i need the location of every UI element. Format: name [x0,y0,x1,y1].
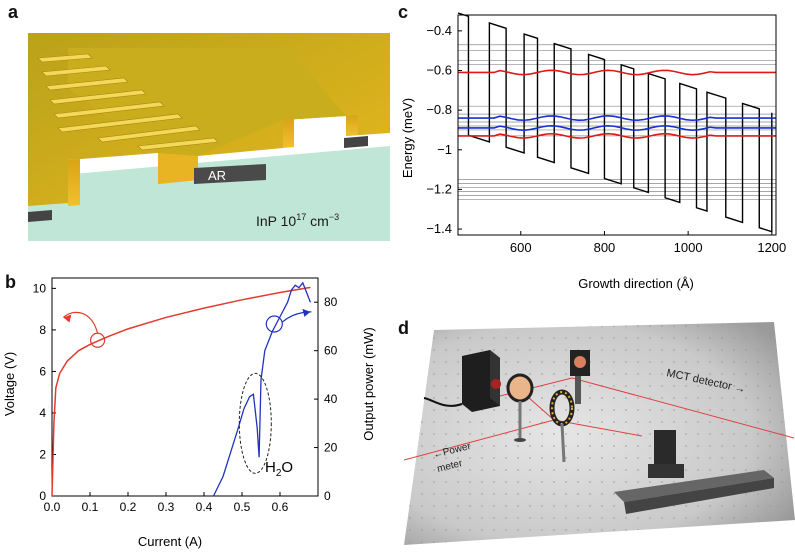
c-xtick-label: 1200 [757,240,786,255]
c-ytick-label: −1.2 [426,181,452,196]
b-plot-frame [51,277,319,497]
b-ytick-label: 8 [39,323,46,337]
b-voltage-arrow [62,311,99,334]
c-ytick-label: −1.4 [426,221,452,236]
h2o-annotation: H2O [265,459,293,479]
c-xtick-label: 800 [594,240,616,255]
c-conduction-band [457,12,773,233]
c-level-red-level-2 [458,132,776,139]
panel-d-optical-setup: MCT detector → ←Power meter [403,320,795,550]
ar-label: AR [208,168,226,183]
b-ytick-label: 4 [39,406,46,420]
c-x-axis-label: Growth direction (Å) [578,276,694,291]
b-xtick-label: 0.4 [196,500,213,514]
b-voltage-marker [89,332,106,348]
substrate [28,146,390,241]
ridge-top [68,48,346,156]
panel-label-a: a [8,2,19,22]
b-h2o-ellipse [238,372,272,474]
c-y-axis-label: Energy (meV) [400,98,415,178]
ar-layer [194,164,266,184]
b-ytick-label: 2 [39,447,46,461]
b-y2tick-label: 80 [324,295,338,309]
grating [37,53,219,151]
substrate-label: InP 1017 cm−3 [256,212,339,229]
c-plot-frame [457,14,777,236]
svg-text:H2O: H2O [265,459,293,479]
b-y2tick-label: 20 [324,441,338,455]
c-level-red-level-1 [458,69,776,76]
b-y2tick-label: 0 [324,489,331,503]
b-power-arrow [281,311,312,323]
c-ytick-label: −0.4 [426,23,452,38]
c-xtick-label: 600 [510,240,532,255]
b-xtick-label: 0.3 [158,500,175,514]
laser-source [423,350,501,412]
b-voltage-arrowhead [63,314,72,323]
panel-label-c: c [398,2,409,22]
panel-label-d: d [398,318,409,338]
lens [506,373,534,442]
b-ytick-label: 6 [39,364,46,378]
c-ytick-label: −0.6 [426,62,452,77]
b-y2-axis-label: Output power (mW) [361,327,376,440]
panel-label-b: b [5,272,16,292]
b-y2tick-label: 40 [324,392,338,406]
band-diagram-svg: Growth direction (Å) Energy (meV) 600 800… [400,12,786,291]
b-xtick-label: 0.6 [272,500,289,514]
c-level-blue-level-1 [458,115,776,122]
b-xtick-label: 0.5 [234,500,251,514]
b-xtick-label: 0.0 [44,500,61,514]
c-level-blue-level-2 [458,124,776,131]
mirror-mount [570,350,590,404]
b-series-voltage [51,286,311,497]
c-ytick-label: −0.8 [426,102,452,117]
b-y-axis-label: Voltage (V) [2,352,17,416]
b-xtick-label: 0.2 [120,500,137,514]
b-y2tick-label: 60 [324,344,338,358]
device-illustration: AR InP 1017 cm−3 [28,28,390,241]
liv-chart-svg: Current (A) Voltage (V) Output power (mW… [2,277,376,549]
b-power-arrowhead [302,308,311,317]
b-series-power [212,281,312,497]
b-ytick-label: 10 [33,281,47,295]
b-xtick-label: 0.1 [82,500,99,514]
panel-c-band-diagram: Growth direction (Å) Energy (meV) 600 800… [396,10,795,300]
panel-b-liv-chart: Current (A) Voltage (V) Output power (mW… [0,272,390,550]
panel-a-device-rendering: AR InP 1017 cm−3 [28,28,390,241]
setup-illustration: MCT detector → ←Power meter [403,322,795,545]
rail-and-detector [614,430,774,514]
c-xtick-label: 1000 [674,240,703,255]
b-ytick-label: 0 [39,489,46,503]
iris [549,389,575,463]
c-ytick-label: −1 [437,142,452,157]
b-x-axis-label: Current (A) [138,534,202,549]
b-power-marker [265,315,283,333]
